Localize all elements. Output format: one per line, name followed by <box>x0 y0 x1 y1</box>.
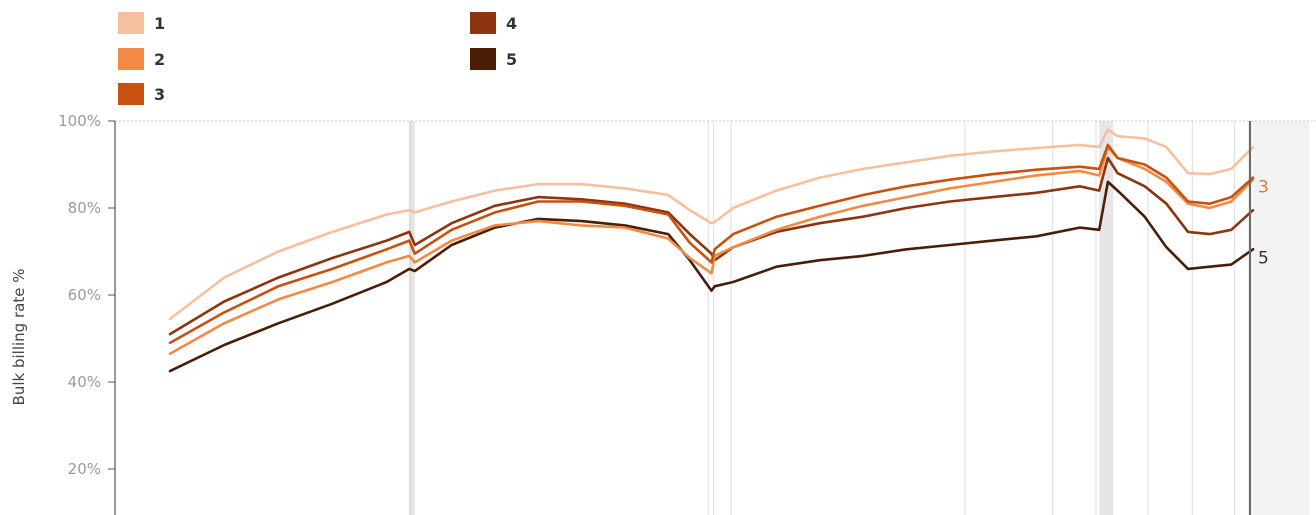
shaded-band <box>1253 121 1310 515</box>
legend: 1 2 3 4 5 <box>0 0 1316 112</box>
legend-item-3[interactable]: 3 <box>118 82 165 106</box>
legend-label-2: 2 <box>154 49 166 69</box>
series-line-2 <box>168 145 1255 356</box>
y-tick-label: 20% <box>68 460 101 478</box>
legend-label-3: 3 <box>154 84 166 104</box>
y-tick-label: 40% <box>68 373 101 391</box>
legend-item-1[interactable]: 1 <box>118 11 165 35</box>
legend-swatch-1 <box>118 12 144 34</box>
legend-swatch-4 <box>470 12 496 34</box>
legend-swatch-3 <box>118 83 144 105</box>
shaded-bands <box>409 121 1310 515</box>
shaded-band <box>1099 121 1114 515</box>
legend-item-2[interactable]: 2 <box>118 47 165 71</box>
y-tick-label: 80% <box>68 199 101 217</box>
legend-item-5[interactable]: 5 <box>470 47 517 71</box>
series-line-3 <box>168 143 1255 345</box>
y-axis-ticks: 20% 40% 60% 80% 100% <box>58 112 115 478</box>
shaded-band <box>409 121 415 515</box>
end-label-5: 5 <box>1258 248 1269 268</box>
legend-label-1: 1 <box>154 13 166 33</box>
series-line-4 <box>168 156 1255 336</box>
reference-lines <box>408 121 1251 515</box>
end-label-3: 3 <box>1258 178 1269 198</box>
series-line-5 <box>168 180 1255 373</box>
legend-swatch-5 <box>470 48 496 70</box>
end-labels: 35 <box>1258 178 1269 269</box>
series-line-1 <box>168 128 1255 321</box>
y-tick-label: 100% <box>58 112 101 130</box>
y-axis-title: Bulk billing rate % <box>10 269 28 406</box>
legend-label-5: 5 <box>506 49 518 69</box>
series-lines <box>168 128 1255 373</box>
legend-label-4: 4 <box>506 13 518 33</box>
legend-item-4[interactable]: 4 <box>470 11 517 35</box>
y-tick-label: 60% <box>68 286 101 304</box>
legend-swatch-2 <box>118 48 144 70</box>
